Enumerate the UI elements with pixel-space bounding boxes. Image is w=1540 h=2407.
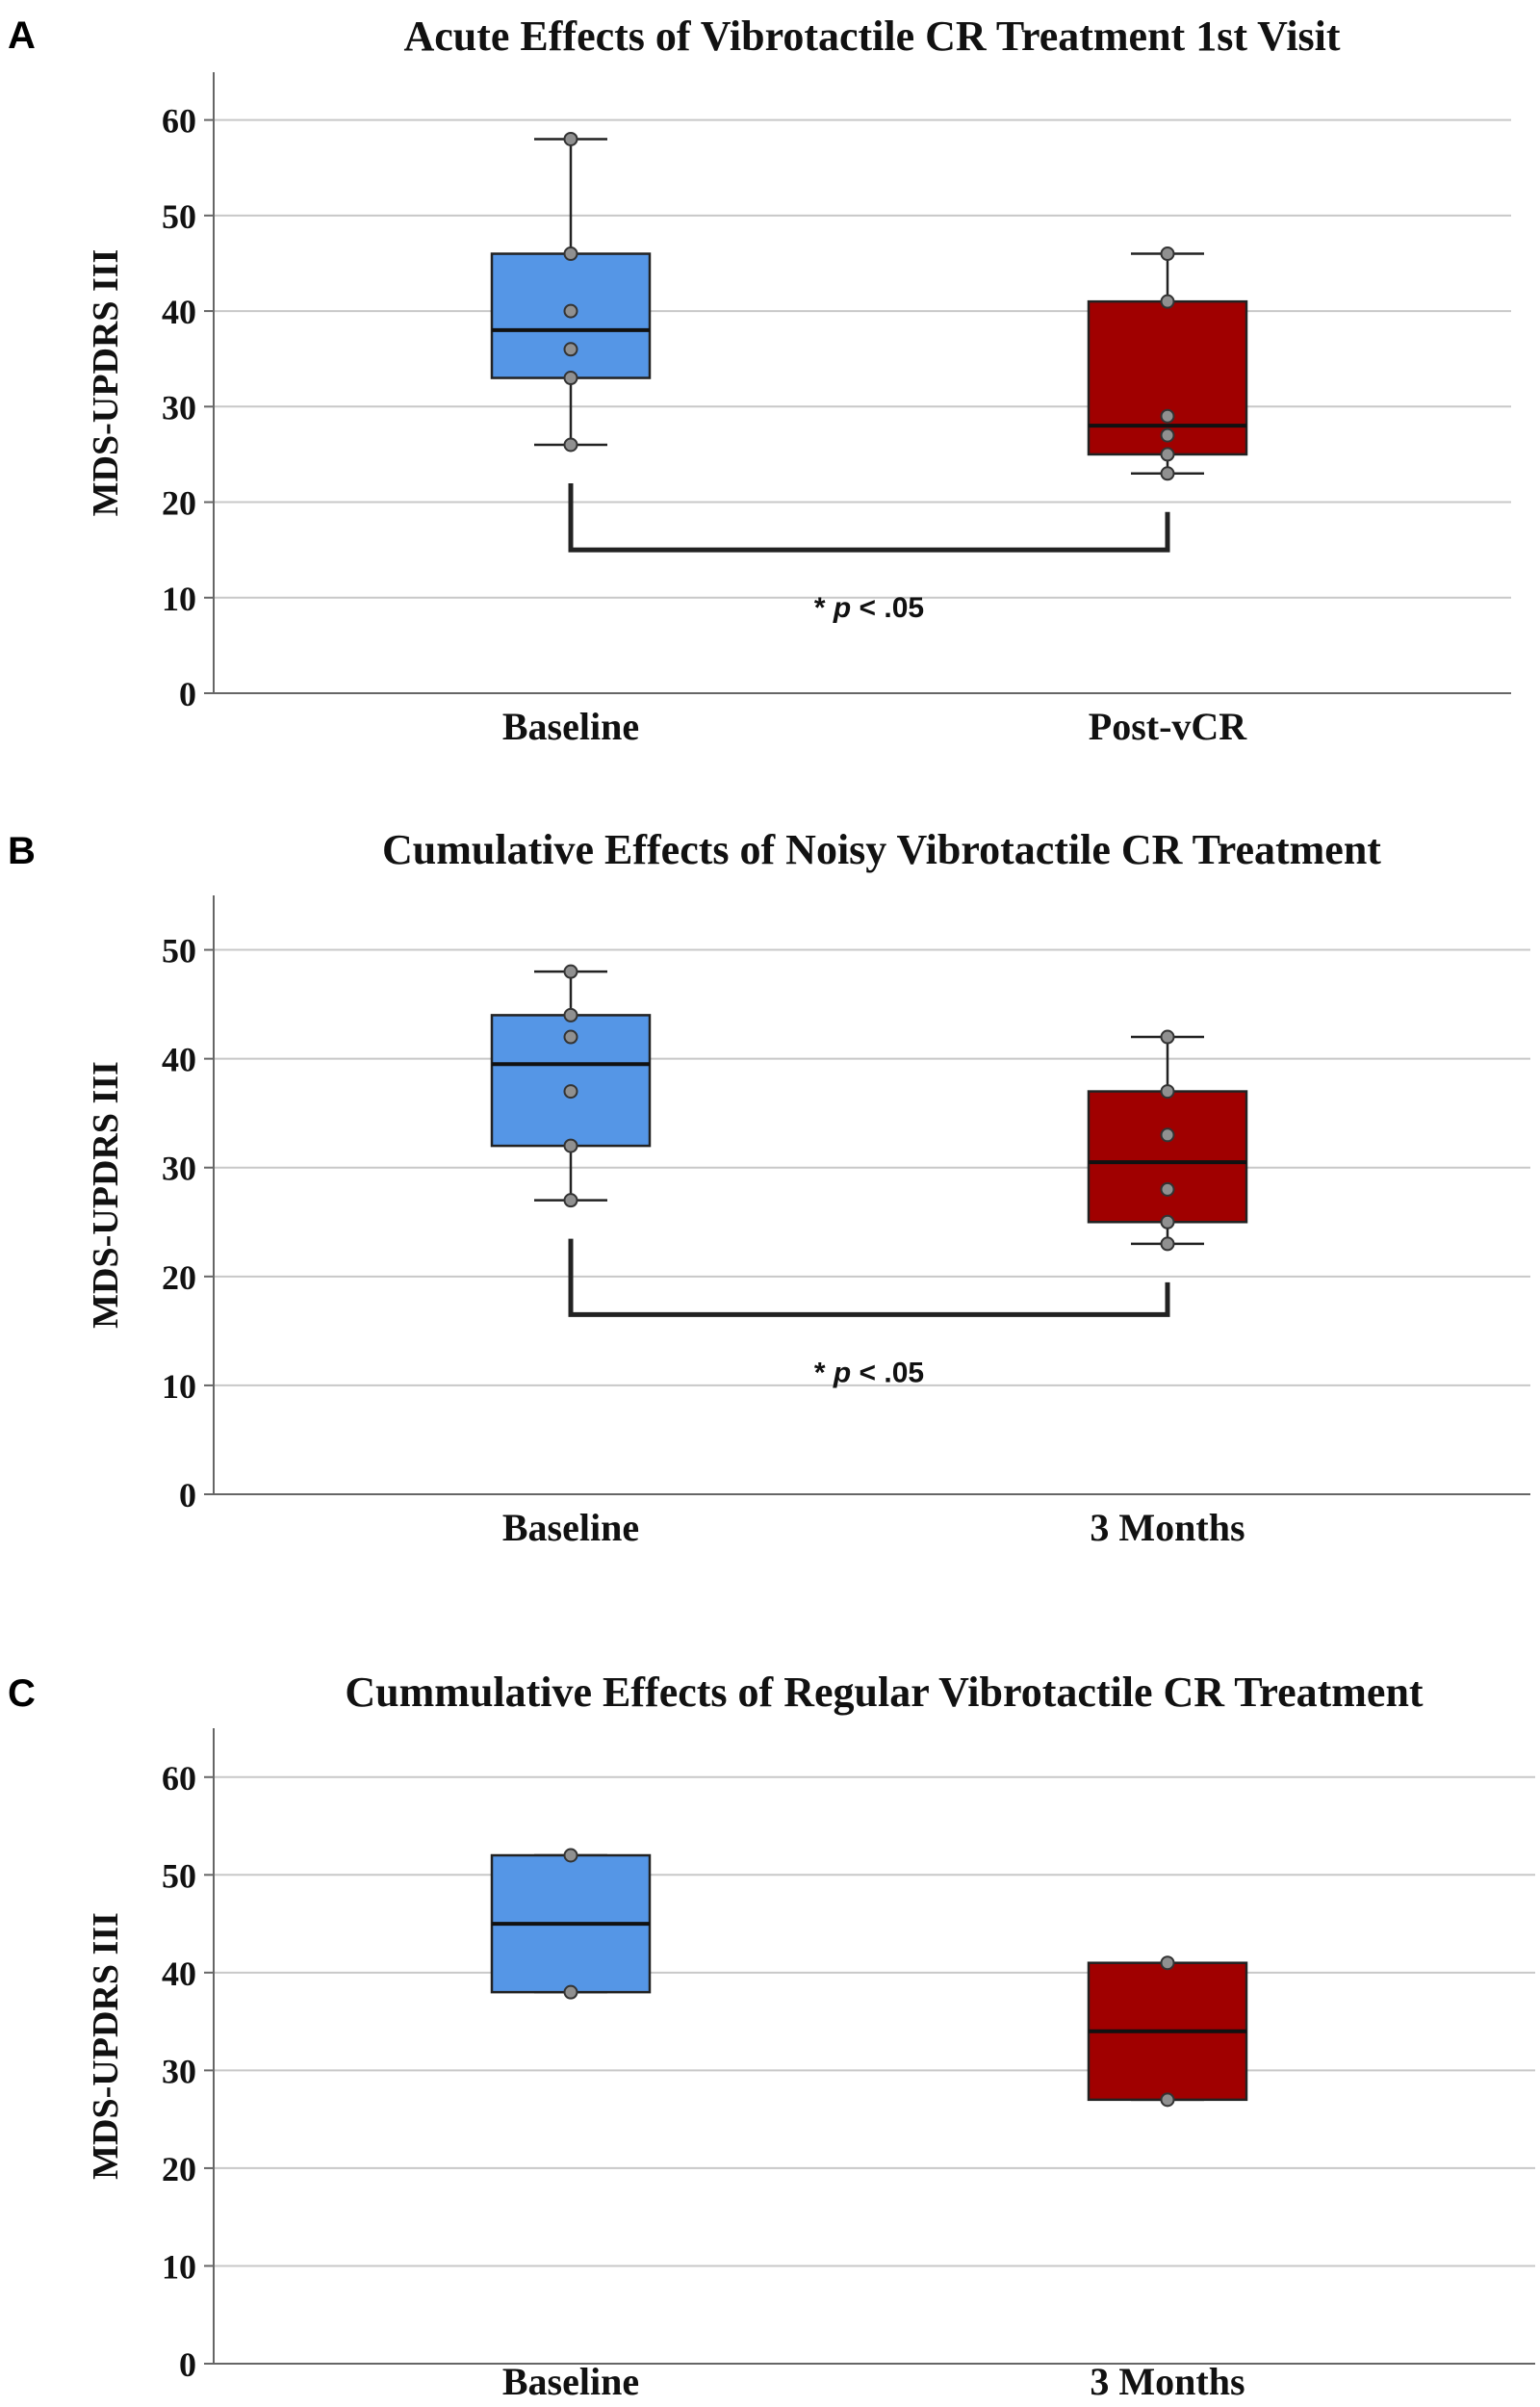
box-3-months bbox=[1087, 1029, 1248, 1252]
y-tick-label: 30 bbox=[162, 2052, 196, 2090]
chart-title: Cumulative Effects of Noisy Vibrotactile… bbox=[382, 826, 1381, 873]
chart-panel-a: A Acute Effects of Vibrotactile CR Treatm… bbox=[8, 13, 1511, 748]
panel-label: A bbox=[8, 14, 36, 57]
y-tick-label: 20 bbox=[162, 1258, 196, 1297]
data-point bbox=[563, 964, 578, 979]
panel-label: B bbox=[8, 830, 36, 872]
data-point bbox=[1160, 294, 1175, 309]
y-tick-label: 30 bbox=[162, 388, 196, 427]
y-tick-label: 40 bbox=[162, 293, 196, 331]
y-tick-label: 0 bbox=[179, 675, 196, 713]
chart-panel-b: B Cumulative Effects of Noisy Vibrotactil… bbox=[8, 826, 1530, 1549]
y-tick-label: 60 bbox=[162, 102, 196, 141]
y-tick-label: 40 bbox=[162, 1041, 196, 1079]
y-axis-label: MDS-UPDRS III bbox=[86, 249, 126, 517]
data-point bbox=[563, 1138, 578, 1153]
data-point bbox=[563, 1007, 578, 1022]
data-point bbox=[563, 1984, 578, 2000]
data-point bbox=[563, 342, 578, 357]
significance-label: * p < .05 bbox=[814, 1357, 924, 1388]
significance-bracket bbox=[568, 1238, 1170, 1317]
box-baseline bbox=[490, 131, 652, 453]
x-tick-label: Baseline bbox=[502, 2360, 639, 2403]
significance-label: * p < .05 bbox=[814, 592, 924, 624]
data-point bbox=[1160, 447, 1175, 462]
box-3-months bbox=[1087, 1955, 1248, 2108]
data-point bbox=[1160, 1214, 1175, 1229]
data-point bbox=[1160, 1127, 1175, 1143]
data-point bbox=[1160, 1236, 1175, 1252]
data-point bbox=[1160, 246, 1175, 262]
data-point bbox=[1160, 1084, 1175, 1100]
y-tick-label: 20 bbox=[162, 2150, 196, 2188]
box-post-vcr bbox=[1087, 246, 1248, 481]
data-point bbox=[563, 437, 578, 453]
data-point bbox=[1160, 1955, 1175, 1971]
y-tick-label: 50 bbox=[162, 197, 196, 236]
data-point bbox=[1160, 2092, 1175, 2108]
y-tick-label: 50 bbox=[162, 1856, 196, 1895]
data-point bbox=[563, 131, 578, 146]
box-baseline bbox=[490, 1848, 652, 2000]
data-point bbox=[1160, 408, 1175, 424]
y-tick-label: 0 bbox=[179, 2345, 196, 2384]
y-tick-label: 20 bbox=[162, 484, 196, 523]
data-point bbox=[1160, 1029, 1175, 1045]
data-point bbox=[563, 1193, 578, 1208]
data-point bbox=[1160, 427, 1175, 443]
y-tick-label: 10 bbox=[162, 2247, 196, 2286]
y-tick-label: 0 bbox=[179, 1476, 196, 1514]
data-point bbox=[563, 1084, 578, 1100]
chart-panel-c: C Cummulative Effects of Regular Vibrotac… bbox=[8, 1669, 1535, 2403]
x-tick-label: Post-vCR bbox=[1089, 705, 1248, 748]
y-tick-label: 40 bbox=[162, 1954, 196, 1993]
data-point bbox=[1160, 466, 1175, 481]
x-tick-label: Baseline bbox=[502, 1506, 639, 1549]
data-point bbox=[563, 1848, 578, 1863]
data-point bbox=[563, 1029, 578, 1045]
y-axis-label: MDS-UPDRS III bbox=[86, 1912, 126, 2180]
box-iqr bbox=[1087, 1090, 1248, 1224]
y-axis-label: MDS-UPDRS III bbox=[86, 1061, 126, 1329]
data-point bbox=[563, 371, 578, 386]
chart-title: Acute Effects of Vibrotactile CR Treatme… bbox=[403, 13, 1340, 60]
data-point bbox=[563, 303, 578, 319]
y-tick-label: 10 bbox=[162, 1367, 196, 1406]
y-tick-label: 60 bbox=[162, 1759, 196, 1798]
x-tick-label: 3 Months bbox=[1090, 2360, 1245, 2403]
data-point bbox=[563, 246, 578, 262]
significance-bracket bbox=[568, 483, 1170, 553]
chart-title: Cummulative Effects of Regular Vibrotact… bbox=[345, 1669, 1424, 1716]
box-baseline bbox=[490, 964, 652, 1208]
x-tick-label: 3 Months bbox=[1090, 1506, 1245, 1549]
panel-label: C bbox=[8, 1672, 36, 1715]
data-point bbox=[1160, 1181, 1175, 1197]
x-tick-label: Baseline bbox=[502, 705, 639, 748]
y-tick-label: 50 bbox=[162, 932, 196, 971]
y-tick-label: 10 bbox=[162, 580, 196, 618]
y-tick-label: 30 bbox=[162, 1150, 196, 1188]
